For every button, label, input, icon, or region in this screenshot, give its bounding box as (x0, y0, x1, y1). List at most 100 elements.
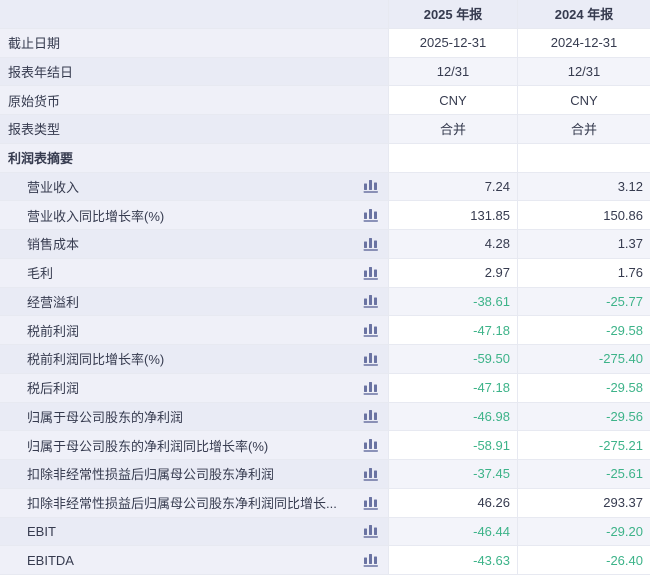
row-label-cell: 营业收入同比增长率(%) (0, 201, 388, 230)
row-label: 报表年结日 (8, 64, 74, 80)
value-cell: -43.63 (388, 546, 517, 575)
row-label: 归属于母公司股东的净利润 (27, 409, 184, 425)
row-label-cell: 税前利润 (0, 316, 388, 345)
row-label-cell: 归属于母公司股东的净利润同比增长率(%) (0, 431, 388, 460)
value-cell: 12/31 (517, 57, 650, 87)
bar-chart-icon[interactable] (363, 266, 379, 280)
row-label: 税前利润 (27, 323, 80, 339)
row-label-cell: 截止日期 (0, 28, 388, 58)
row-label-cell: EBITDA (0, 546, 388, 575)
value-cell: 合并 (517, 115, 650, 144)
table-row: 利润表摘要 (0, 143, 650, 173)
row-label: 归属于母公司股东的净利润同比增长率(%) (27, 438, 269, 454)
value-cell: -275.21 (517, 431, 650, 460)
value-cell: 293.37 (517, 488, 650, 518)
bar-chart-icon[interactable] (363, 467, 379, 481)
table-row: 归属于母公司股东的净利润 -46.98 -29.56 (0, 402, 650, 432)
bar-chart-icon[interactable] (363, 179, 379, 194)
table-row: 毛利 2.97 1.76 (0, 258, 650, 288)
table-row: EBITDA -43.63 -26.40 (0, 546, 650, 575)
row-label: 截止日期 (8, 36, 61, 52)
table-row: 扣除非经常性损益后归属母公司股东净利润 -37.45 -25.61 (0, 460, 650, 489)
table-row: 经营溢利 -38.61 -25.77 (0, 287, 650, 317)
row-label: 营业收入同比增长率(%) (27, 208, 165, 224)
row-label-cell: 税前利润同比增长率(%) (0, 345, 388, 374)
value-cell: CNY (517, 86, 650, 115)
value-cell: -47.18 (388, 373, 517, 403)
value-cell: 1.37 (517, 230, 650, 259)
header-cell-empty (0, 0, 388, 29)
value-cell: -275.40 (517, 345, 650, 374)
table-row: 税后利润 -47.18 -29.58 (0, 373, 650, 403)
value-cell (388, 143, 517, 173)
row-label-cell: 原始货币 (0, 86, 388, 115)
table-row: 销售成本 4.28 1.37 (0, 230, 650, 259)
value-cell: -29.20 (517, 517, 650, 547)
bar-chart-icon[interactable] (363, 438, 379, 452)
table-row: 营业收入同比增长率(%) 131.85 150.86 (0, 201, 650, 230)
row-label: EBIT (27, 523, 56, 539)
table-row: 税前利润同比增长率(%) -59.50 -275.40 (0, 345, 650, 374)
bar-chart-icon[interactable] (363, 524, 379, 539)
row-label: 利润表摘要 (8, 151, 74, 167)
row-label-cell: 扣除非经常性损益后归属母公司股东净利润 (0, 460, 388, 489)
value-cell: -25.77 (517, 287, 650, 317)
table-row: 报表类型 合并 合并 (0, 115, 650, 144)
bar-chart-icon[interactable] (363, 237, 379, 251)
table-row: 截止日期 2025-12-31 2024-12-31 (0, 28, 650, 58)
table-row: 营业收入 7.24 3.12 (0, 172, 650, 202)
bar-chart-icon[interactable] (363, 381, 379, 395)
row-label-cell: 报表年结日 (0, 57, 388, 87)
value-cell: 2024-12-31 (517, 28, 650, 58)
value-cell: 3.12 (517, 172, 650, 202)
table-row: 报表年结日 12/31 12/31 (0, 57, 650, 87)
row-label-cell: 报表类型 (0, 115, 388, 144)
value-cell: 合并 (388, 115, 517, 144)
value-cell: -46.98 (388, 402, 517, 432)
value-cell: -58.91 (388, 431, 517, 460)
value-cell: -29.58 (517, 316, 650, 345)
value-cell: 150.86 (517, 201, 650, 230)
bar-chart-icon[interactable] (363, 409, 379, 424)
header-cell-2024: 2024 年报 (517, 0, 650, 29)
table-row: 原始货币 CNY CNY (0, 86, 650, 115)
table-row: EBIT -46.44 -29.20 (0, 517, 650, 547)
value-cell: -46.44 (388, 517, 517, 547)
row-label-cell: 销售成本 (0, 230, 388, 259)
table-row: 扣除非经常性损益后归属母公司股东净利润同比增长... 46.26 293.37 (0, 488, 650, 518)
bar-chart-icon[interactable] (363, 553, 379, 567)
bar-chart-icon[interactable] (363, 208, 379, 222)
value-cell: -38.61 (388, 287, 517, 317)
row-label: 扣除非经常性损益后归属母公司股东净利润同比增长... (27, 496, 337, 512)
row-label-cell: 营业收入 (0, 172, 388, 202)
section-label-cell: 利润表摘要 (0, 143, 388, 173)
row-label-cell: 经营溢利 (0, 287, 388, 317)
value-cell (517, 143, 650, 173)
value-cell: 2.97 (388, 258, 517, 288)
value-cell: 46.26 (388, 488, 517, 518)
row-label: 税后利润 (27, 381, 80, 397)
row-label-cell: 毛利 (0, 258, 388, 288)
header-cell-2025: 2025 年报 (388, 0, 517, 29)
row-label-cell: 扣除非经常性损益后归属母公司股东净利润同比增长... (0, 488, 388, 518)
row-label: EBITDA (27, 552, 74, 568)
bar-chart-icon[interactable] (363, 294, 379, 309)
bar-chart-icon[interactable] (363, 352, 379, 366)
value-cell: 12/31 (388, 57, 517, 87)
row-label: 报表类型 (8, 122, 61, 138)
value-cell: -59.50 (388, 345, 517, 374)
value-cell: -26.40 (517, 546, 650, 575)
value-cell: -29.56 (517, 402, 650, 432)
bar-chart-icon[interactable] (363, 323, 379, 337)
row-label: 税前利润同比增长率(%) (27, 352, 165, 368)
value-cell: 1.76 (517, 258, 650, 288)
bar-chart-icon[interactable] (363, 496, 379, 510)
table-header-row: 2025 年报 2024 年报 (0, 0, 650, 29)
row-label: 销售成本 (27, 237, 80, 253)
value-cell: 7.24 (388, 172, 517, 202)
value-cell: -37.45 (388, 460, 517, 489)
value-cell: -29.58 (517, 373, 650, 403)
row-label: 原始货币 (8, 93, 61, 109)
table-row: 税前利润 -47.18 -29.58 (0, 316, 650, 345)
